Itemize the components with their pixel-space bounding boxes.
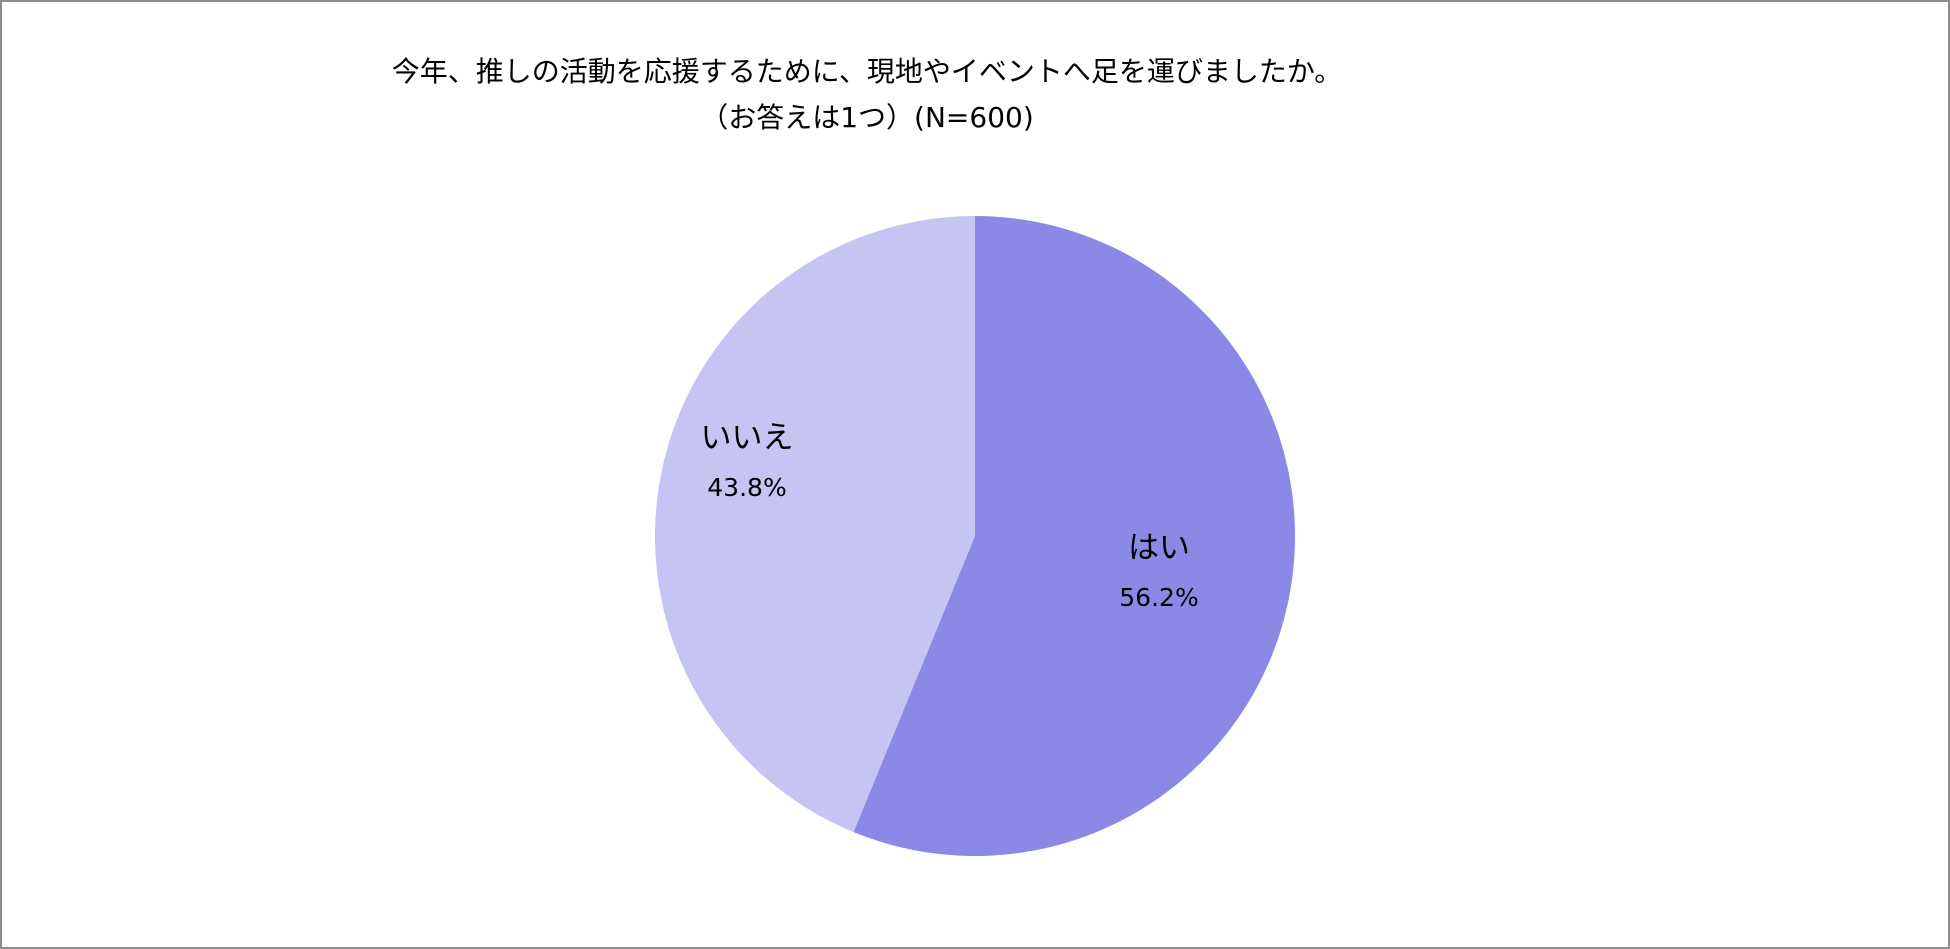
chart-subtitle: （お答えは1つ）(N=600) (700, 101, 1034, 134)
slice-value-yes: 56.2% (1119, 583, 1198, 612)
slice-value-no: 43.8% (707, 473, 786, 502)
chart-title: 今年、推しの活動を応援するために、現地やイベントへ足を運びましたか。 (391, 55, 1343, 88)
pie-slice-yes (853, 216, 1295, 856)
slice-label-yes: はい (1128, 530, 1190, 566)
pie-slice-no (655, 216, 975, 833)
slice-label-no: いいえ (701, 420, 794, 456)
